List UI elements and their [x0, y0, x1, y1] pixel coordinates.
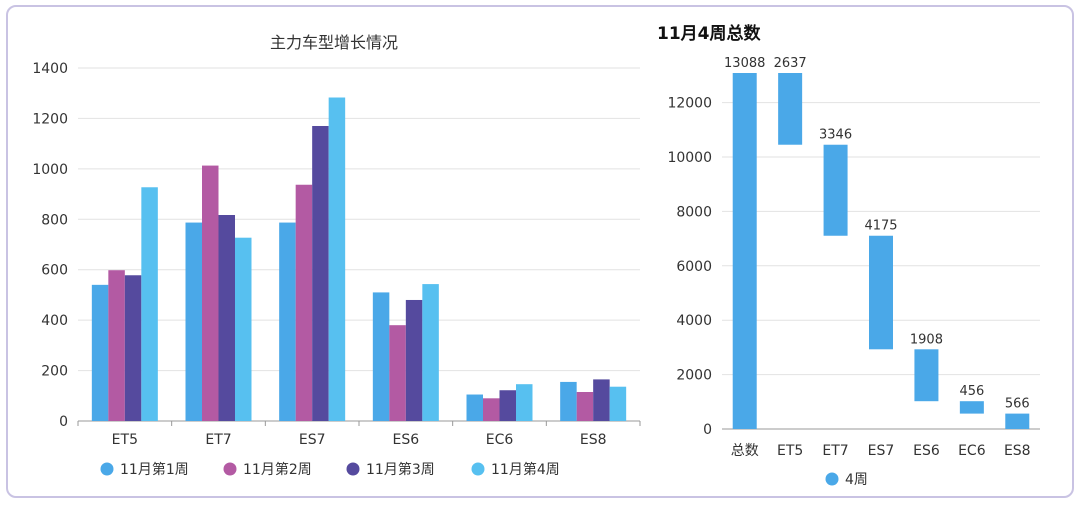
bar [593, 379, 610, 421]
legend-marker [471, 462, 485, 476]
y-tick-label: 1000 [32, 162, 68, 178]
x-tick-label: ES6 [393, 432, 420, 448]
chart1-title: 主力车型增长情况 [270, 33, 398, 52]
y-tick-label: 0 [59, 414, 68, 430]
bar [466, 394, 483, 421]
legend-marker [346, 462, 360, 476]
bar [516, 384, 533, 421]
y-tick-label: 200 [41, 364, 68, 380]
legend-label: 11月第1周 [120, 461, 189, 478]
bar [422, 284, 439, 421]
bar [372, 292, 390, 421]
x-tick-label: ES8 [580, 432, 607, 448]
bar [124, 275, 142, 421]
bar [389, 325, 406, 421]
x-tick-label: ES7 [299, 432, 326, 448]
x-tick-label: EC6 [486, 432, 514, 448]
x-tick-label: ET7 [205, 432, 231, 448]
bar [279, 222, 296, 421]
bar [218, 214, 235, 421]
bar [295, 184, 313, 421]
x-tick-label: ET5 [112, 432, 138, 448]
bar [499, 390, 516, 421]
bar [576, 392, 594, 421]
legend-marker [223, 462, 237, 476]
bar [328, 97, 346, 421]
bar [91, 284, 109, 421]
bar [560, 381, 577, 421]
bar [141, 187, 158, 421]
legend-label: 11月第4周 [491, 461, 560, 478]
bar [405, 299, 423, 421]
y-tick-label: 600 [41, 263, 68, 279]
legend-label: 11月第3周 [366, 461, 435, 478]
chart-frame [6, 5, 1074, 498]
bar [235, 237, 252, 421]
y-tick-label: 1400 [32, 61, 68, 77]
y-tick-label: 1200 [32, 111, 68, 127]
legend-label: 11月第2周 [243, 461, 312, 478]
bar [202, 165, 219, 421]
bar [312, 125, 329, 421]
bar [185, 222, 202, 421]
bar [483, 398, 500, 421]
y-tick-label: 400 [41, 313, 68, 329]
bar [609, 386, 627, 421]
legend-marker [100, 462, 114, 476]
bar [108, 270, 125, 421]
y-tick-label: 800 [41, 212, 68, 228]
